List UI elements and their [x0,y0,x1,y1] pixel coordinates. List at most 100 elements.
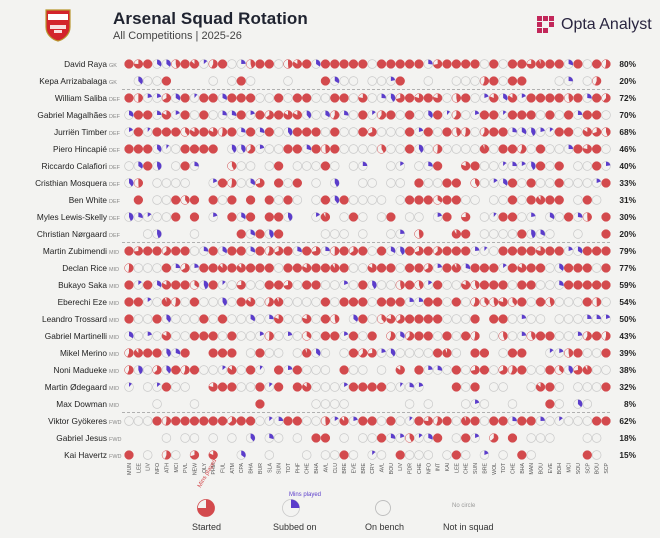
match-started-mark [321,195,330,205]
match-subbed-mark [250,110,255,115]
match-started-mark [489,59,499,69]
match-bench-mark [460,195,471,205]
match-started-mark [218,382,227,392]
match-started-mark [433,297,443,307]
match-bench-mark [152,178,162,188]
match-started-mark [227,382,237,392]
match-subbed-mark [157,280,162,288]
match-label: SCP [604,462,610,473]
match-subbed-mark [577,399,583,408]
match-started-mark [554,195,564,205]
match-subbed-mark [316,348,321,356]
match-bench-mark [376,127,387,137]
match-subbed-mark [475,399,480,404]
match-bench-mark [460,365,471,375]
match-bench-mark [442,314,452,324]
match-bench-mark [367,314,377,324]
player-name: Mikel Merino [60,348,107,358]
match-bench-mark [189,229,200,239]
match-bench-mark [208,365,218,375]
match-subbed-mark [493,212,497,217]
match-bench-mark [507,314,518,324]
match-started-mark [582,365,592,375]
match-bench-mark [489,382,499,392]
match-subbed-mark [203,280,209,290]
match-subbed-mark [147,93,152,98]
match-started-mark [582,127,592,137]
player-name: Kepa Arrizabalaga [39,76,107,86]
match-started-mark [311,144,321,154]
match-started-mark [358,416,368,426]
match-bench-mark [142,229,153,239]
match-started-mark [406,331,414,341]
match-started-mark [185,195,190,204]
match-started-mark [482,76,489,86]
match-bench-mark [517,212,527,222]
match-subbed-mark [259,331,264,336]
player-percentage: 62% [619,416,636,426]
match-bench-mark [432,178,443,188]
match-bench-mark [414,110,424,120]
match-started-mark [302,314,312,324]
match-subbed-mark [138,161,143,169]
match-started-mark [274,110,284,120]
match-started-mark [489,314,499,324]
match-bench-mark [189,399,200,409]
match-started-mark [508,195,517,205]
match-bench-mark [227,280,237,290]
match-started-mark [470,348,480,358]
match-subbed-mark [503,93,508,101]
match-subbed-mark [531,212,536,217]
match-started-mark [255,382,265,392]
match-started-mark [283,144,293,154]
match-bench-mark [301,365,312,375]
match-bench-mark [591,365,602,375]
match-started-mark [605,59,611,69]
match-started-mark [592,246,602,256]
match-bench-mark [479,229,490,239]
match-subbed-mark [250,229,255,236]
match-started-mark [395,93,405,103]
match-bench-mark [591,263,602,273]
match-subbed-mark [194,93,198,98]
match-started-mark [461,416,471,426]
match-bench-mark [358,212,368,222]
match-started-mark [433,59,443,69]
match-bench-mark [451,144,462,154]
match-started-mark [124,450,134,460]
match-started-mark [526,195,536,205]
match-bench-mark [573,195,583,205]
match-started-mark [512,297,517,306]
match-started-mark [133,144,143,154]
match-started-mark [545,110,555,120]
match-started-mark [292,144,302,154]
match-subbed-mark [531,161,536,170]
match-bench-mark [526,144,536,154]
match-started-mark [489,110,499,120]
match-bench-mark [535,110,546,120]
match-started-mark [545,331,555,341]
match-started-mark [218,314,227,324]
match-bench-mark [208,76,218,86]
match-started-mark [594,76,602,86]
match-label: MCI [567,463,573,473]
match-label: PVL [183,463,189,473]
match-bench-mark [255,280,265,290]
match-started-mark [433,110,443,120]
match-started-mark [601,263,611,273]
match-started-mark [461,212,471,222]
match-subbed-mark [390,433,396,439]
player-name: Declan Rice [62,263,107,273]
match-started-mark [208,263,218,273]
match-bench-mark [573,178,583,188]
match-started-mark [395,76,405,86]
match-started-mark [264,280,274,290]
match-started-mark [381,314,386,323]
match-started-mark [395,297,405,307]
match-started-mark [573,348,583,358]
match-bench-mark [563,416,574,426]
player-percentage: 30% [619,212,636,222]
match-subbed-mark [175,93,181,101]
match-label: WOL [492,463,498,475]
match-subbed-mark [259,365,263,370]
